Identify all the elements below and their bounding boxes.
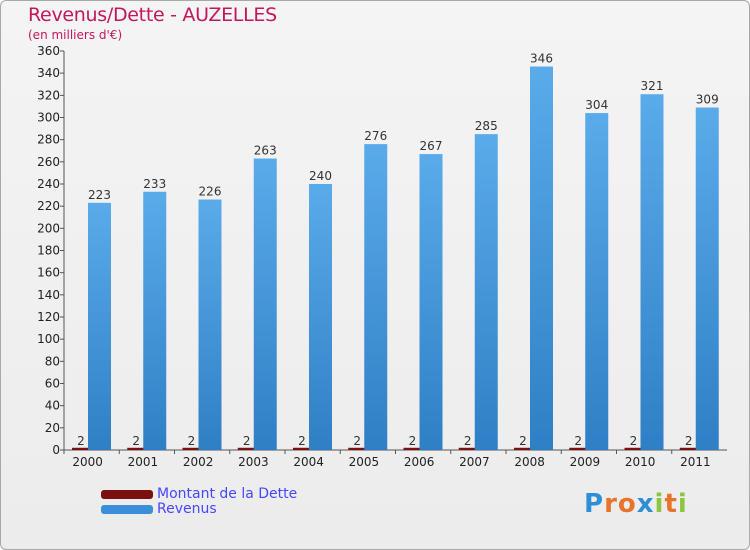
logo-letter: x bbox=[636, 489, 655, 519]
bar-revenus bbox=[364, 144, 388, 450]
x-tick-label: 2010 bbox=[625, 455, 656, 469]
x-tick-label: 2002 bbox=[183, 455, 214, 469]
y-tick-label: 300 bbox=[37, 111, 60, 125]
bar-dette bbox=[127, 447, 150, 450]
logo-letter: i bbox=[654, 489, 665, 519]
x-tick-label: 2005 bbox=[349, 455, 380, 469]
data-label-revenus: 223 bbox=[88, 188, 111, 202]
logo-letter: i bbox=[677, 489, 688, 519]
data-label-revenus: 263 bbox=[254, 144, 277, 158]
logo-letter: r bbox=[604, 489, 618, 519]
data-label-dette: 2 bbox=[464, 434, 472, 448]
bar-revenus bbox=[585, 113, 609, 451]
bar-revenus bbox=[695, 107, 719, 451]
data-label-revenus: 285 bbox=[475, 119, 498, 133]
data-label-revenus: 321 bbox=[641, 79, 664, 93]
data-label-revenus: 226 bbox=[199, 185, 222, 199]
data-label-revenus: 304 bbox=[585, 98, 608, 112]
chart-subtitle: (en milliers d'€) bbox=[28, 28, 123, 42]
y-tick-label: 120 bbox=[37, 310, 60, 324]
bar-dette bbox=[348, 447, 371, 450]
x-tick-label: 2004 bbox=[293, 455, 324, 469]
y-tick-label: 160 bbox=[37, 266, 60, 280]
x-tick-label: 2000 bbox=[72, 455, 103, 469]
y-tick-label: 40 bbox=[45, 399, 60, 413]
data-label-revenus: 233 bbox=[143, 177, 166, 191]
logo-letter: o bbox=[617, 489, 637, 519]
data-label-revenus: 240 bbox=[309, 169, 332, 183]
chart-title: Revenus/Dette - AUZELLES bbox=[28, 4, 277, 26]
x-tick-label: 2001 bbox=[128, 455, 159, 469]
x-tick-label: 2011 bbox=[680, 455, 711, 469]
bar-dette bbox=[293, 447, 315, 450]
y-tick-label: 360 bbox=[37, 44, 60, 58]
legend-label-dette: Montant de la Dette bbox=[157, 486, 298, 502]
bar-revenus bbox=[253, 158, 277, 450]
bar-revenus bbox=[474, 134, 498, 450]
y-tick-label: 80 bbox=[45, 354, 60, 368]
y-tick-label: 60 bbox=[45, 377, 60, 391]
y-tick-label: 340 bbox=[37, 66, 60, 80]
data-label-revenus: 309 bbox=[696, 93, 719, 107]
bar-revenus bbox=[640, 94, 664, 450]
y-tick-label: 0 bbox=[52, 443, 60, 457]
bar-revenus bbox=[198, 199, 222, 450]
data-label-dette: 2 bbox=[77, 434, 85, 448]
x-tick-label: 2006 bbox=[404, 455, 435, 469]
x-tick-label: 2008 bbox=[514, 455, 545, 469]
bar-revenus bbox=[88, 202, 111, 450]
y-tick-label: 200 bbox=[37, 221, 60, 235]
logo-letter: P bbox=[584, 489, 605, 519]
y-tick-label: 100 bbox=[37, 332, 60, 346]
bar-dette bbox=[403, 447, 426, 450]
y-tick-label: 240 bbox=[37, 177, 60, 191]
bar-dette bbox=[679, 447, 702, 450]
data-label-dette: 2 bbox=[243, 434, 251, 448]
bar-revenus bbox=[530, 66, 553, 451]
bar-dette bbox=[182, 447, 205, 450]
data-label-dette: 2 bbox=[519, 434, 527, 448]
bar-dette bbox=[569, 447, 592, 450]
data-label-revenus: 346 bbox=[530, 52, 553, 66]
y-tick-label: 180 bbox=[37, 244, 60, 258]
legend-swatch-revenus bbox=[101, 505, 153, 514]
bar-dette bbox=[237, 447, 260, 450]
data-label-revenus: 276 bbox=[364, 129, 387, 143]
proxiti-logo: Proxiti bbox=[584, 489, 688, 519]
x-tick-label: 2009 bbox=[570, 455, 601, 469]
data-label-dette: 2 bbox=[409, 434, 417, 448]
data-label-dette: 2 bbox=[574, 434, 582, 448]
data-label-dette: 2 bbox=[188, 434, 196, 448]
bar-revenus bbox=[143, 191, 167, 450]
y-tick-label: 280 bbox=[37, 133, 60, 147]
data-label-revenus: 267 bbox=[420, 139, 443, 153]
y-tick-label: 220 bbox=[37, 199, 60, 213]
y-tick-label: 260 bbox=[37, 155, 60, 169]
bar-dette bbox=[624, 447, 647, 450]
x-tick-label: 2007 bbox=[459, 455, 490, 469]
legend-label-revenus: Revenus bbox=[157, 501, 217, 517]
x-tick-label: 2003 bbox=[238, 455, 269, 469]
logo-letter: t bbox=[664, 489, 678, 519]
bar-dette bbox=[72, 447, 94, 450]
bar-dette bbox=[514, 447, 536, 450]
bar-revenus bbox=[309, 184, 332, 450]
y-tick-label: 320 bbox=[37, 88, 60, 102]
data-label-dette: 2 bbox=[685, 434, 693, 448]
data-label-dette: 2 bbox=[132, 434, 140, 448]
data-label-dette: 2 bbox=[353, 434, 361, 448]
y-tick-label: 20 bbox=[45, 421, 60, 435]
data-label-dette: 2 bbox=[630, 434, 638, 448]
bar-dette bbox=[458, 447, 481, 450]
data-label-dette: 2 bbox=[298, 434, 306, 448]
bar-revenus bbox=[419, 154, 443, 450]
y-tick-label: 140 bbox=[37, 288, 60, 302]
legend-swatch-dette bbox=[101, 490, 153, 499]
